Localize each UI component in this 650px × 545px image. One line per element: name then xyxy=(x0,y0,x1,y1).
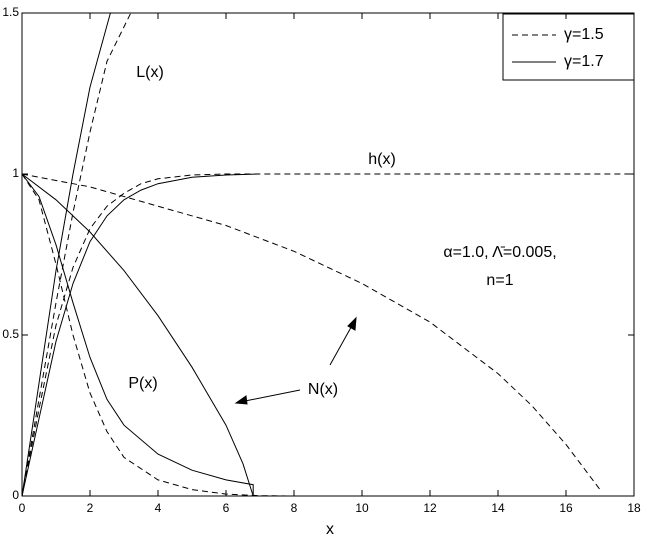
x-tick-label: 10 xyxy=(355,501,369,515)
x-tick-label: 12 xyxy=(423,501,437,515)
x-tick-label: 18 xyxy=(627,501,641,515)
arrow xyxy=(329,321,355,366)
curve xyxy=(21,173,634,497)
y-tick-label: 1.5 xyxy=(2,5,19,19)
curve xyxy=(21,12,132,497)
legend-label: γ=1.7 xyxy=(564,53,604,70)
legend-label: γ=1.5 xyxy=(564,26,604,43)
arrows xyxy=(234,316,357,405)
x-tick-label: 4 xyxy=(155,501,162,515)
x-tick-label: 16 xyxy=(559,501,573,515)
y-tick-label: 0.5 xyxy=(2,327,19,341)
x-tick-label: 8 xyxy=(291,501,298,515)
arrow xyxy=(239,389,301,403)
curve xyxy=(21,173,328,497)
annotation: α=1.0, Λ̄=0.005, xyxy=(443,244,556,261)
x-axis-label: x xyxy=(326,521,334,538)
curve xyxy=(21,173,601,490)
arrow-head xyxy=(347,316,357,331)
x-tick-label: 0 xyxy=(19,501,26,515)
curve xyxy=(21,173,254,496)
x-tick-label: 14 xyxy=(491,501,505,515)
curve xyxy=(21,12,111,497)
annotation: N(x) xyxy=(308,381,338,398)
y-tick-label: 0 xyxy=(12,488,19,502)
annotation: L(x) xyxy=(136,64,164,81)
annotation: n=1 xyxy=(486,272,513,289)
annotation: P(x) xyxy=(128,375,157,392)
annotation: h(x) xyxy=(368,151,396,168)
y-tick-label: 1 xyxy=(12,166,19,180)
arrow-head xyxy=(234,395,248,405)
curve xyxy=(21,173,261,497)
plot-frame xyxy=(21,12,635,497)
x-tick-label: 2 xyxy=(87,501,94,515)
curve xyxy=(21,173,254,497)
legend xyxy=(502,13,635,81)
x-tick-label: 6 xyxy=(223,501,230,515)
